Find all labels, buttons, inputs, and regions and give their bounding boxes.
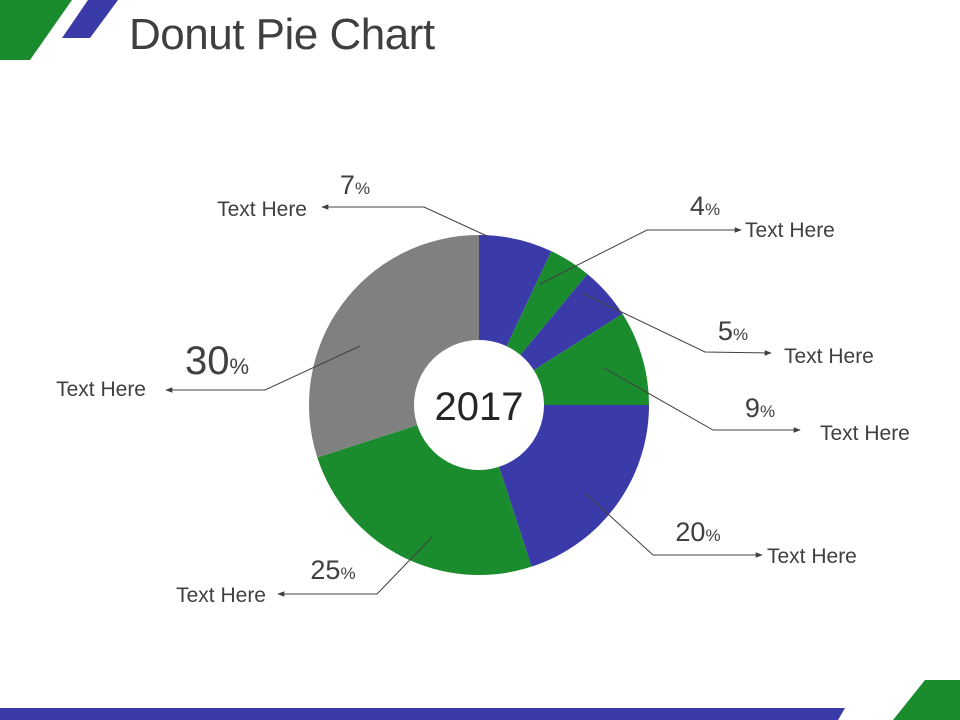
callout-arrow-3 xyxy=(581,292,772,356)
bottom-blue-bar xyxy=(0,708,845,720)
callout-arrow-2 xyxy=(539,227,742,285)
slice-value-label-6: 25% xyxy=(310,555,355,585)
top-left-green-stripe xyxy=(0,0,72,60)
bottom-right-green-corner xyxy=(893,680,960,720)
slice-value-label-5: 20% xyxy=(675,517,720,547)
slice-text-label-5: Text Here xyxy=(767,545,857,568)
slice-value-label-4: 9% xyxy=(745,393,775,423)
callout-arrow-5 xyxy=(585,493,763,558)
slice-value-label-2: 4% xyxy=(690,191,720,221)
slice-value-label-7: 30% xyxy=(185,339,249,383)
slice-text-label-7: Text Here xyxy=(56,378,146,401)
slice-text-label-6: Text Here xyxy=(176,584,266,607)
slice-text-label-2: Text Here xyxy=(745,219,835,242)
slice-value-label-1: 7% xyxy=(340,170,370,200)
page-title: Donut Pie Chart xyxy=(129,10,435,59)
callout-arrow-1 xyxy=(321,204,488,237)
slice-text-label-1: Text Here xyxy=(217,198,307,221)
callout-arrow-7 xyxy=(165,345,361,393)
center-year-label: 2017 xyxy=(435,385,524,429)
top-left-blue-stripe xyxy=(62,0,118,38)
donut-hole xyxy=(414,340,544,470)
slice-value-label-3: 5% xyxy=(718,316,748,346)
slice-text-label-3: Text Here xyxy=(784,345,874,368)
slice-text-label-4: Text Here xyxy=(820,422,910,445)
callout-arrow-4 xyxy=(603,367,801,433)
callout-arrow-6 xyxy=(277,536,433,597)
